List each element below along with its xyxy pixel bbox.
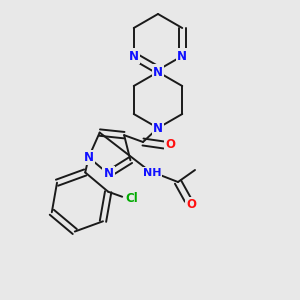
Text: Cl: Cl bbox=[126, 192, 139, 205]
Text: N: N bbox=[153, 122, 163, 134]
Text: NH: NH bbox=[143, 168, 161, 178]
Text: N: N bbox=[129, 50, 139, 62]
Text: N: N bbox=[177, 50, 187, 62]
Text: O: O bbox=[186, 199, 196, 212]
Text: N: N bbox=[153, 65, 163, 79]
Text: N: N bbox=[84, 151, 94, 164]
Text: O: O bbox=[165, 139, 175, 152]
Text: N: N bbox=[103, 167, 113, 180]
